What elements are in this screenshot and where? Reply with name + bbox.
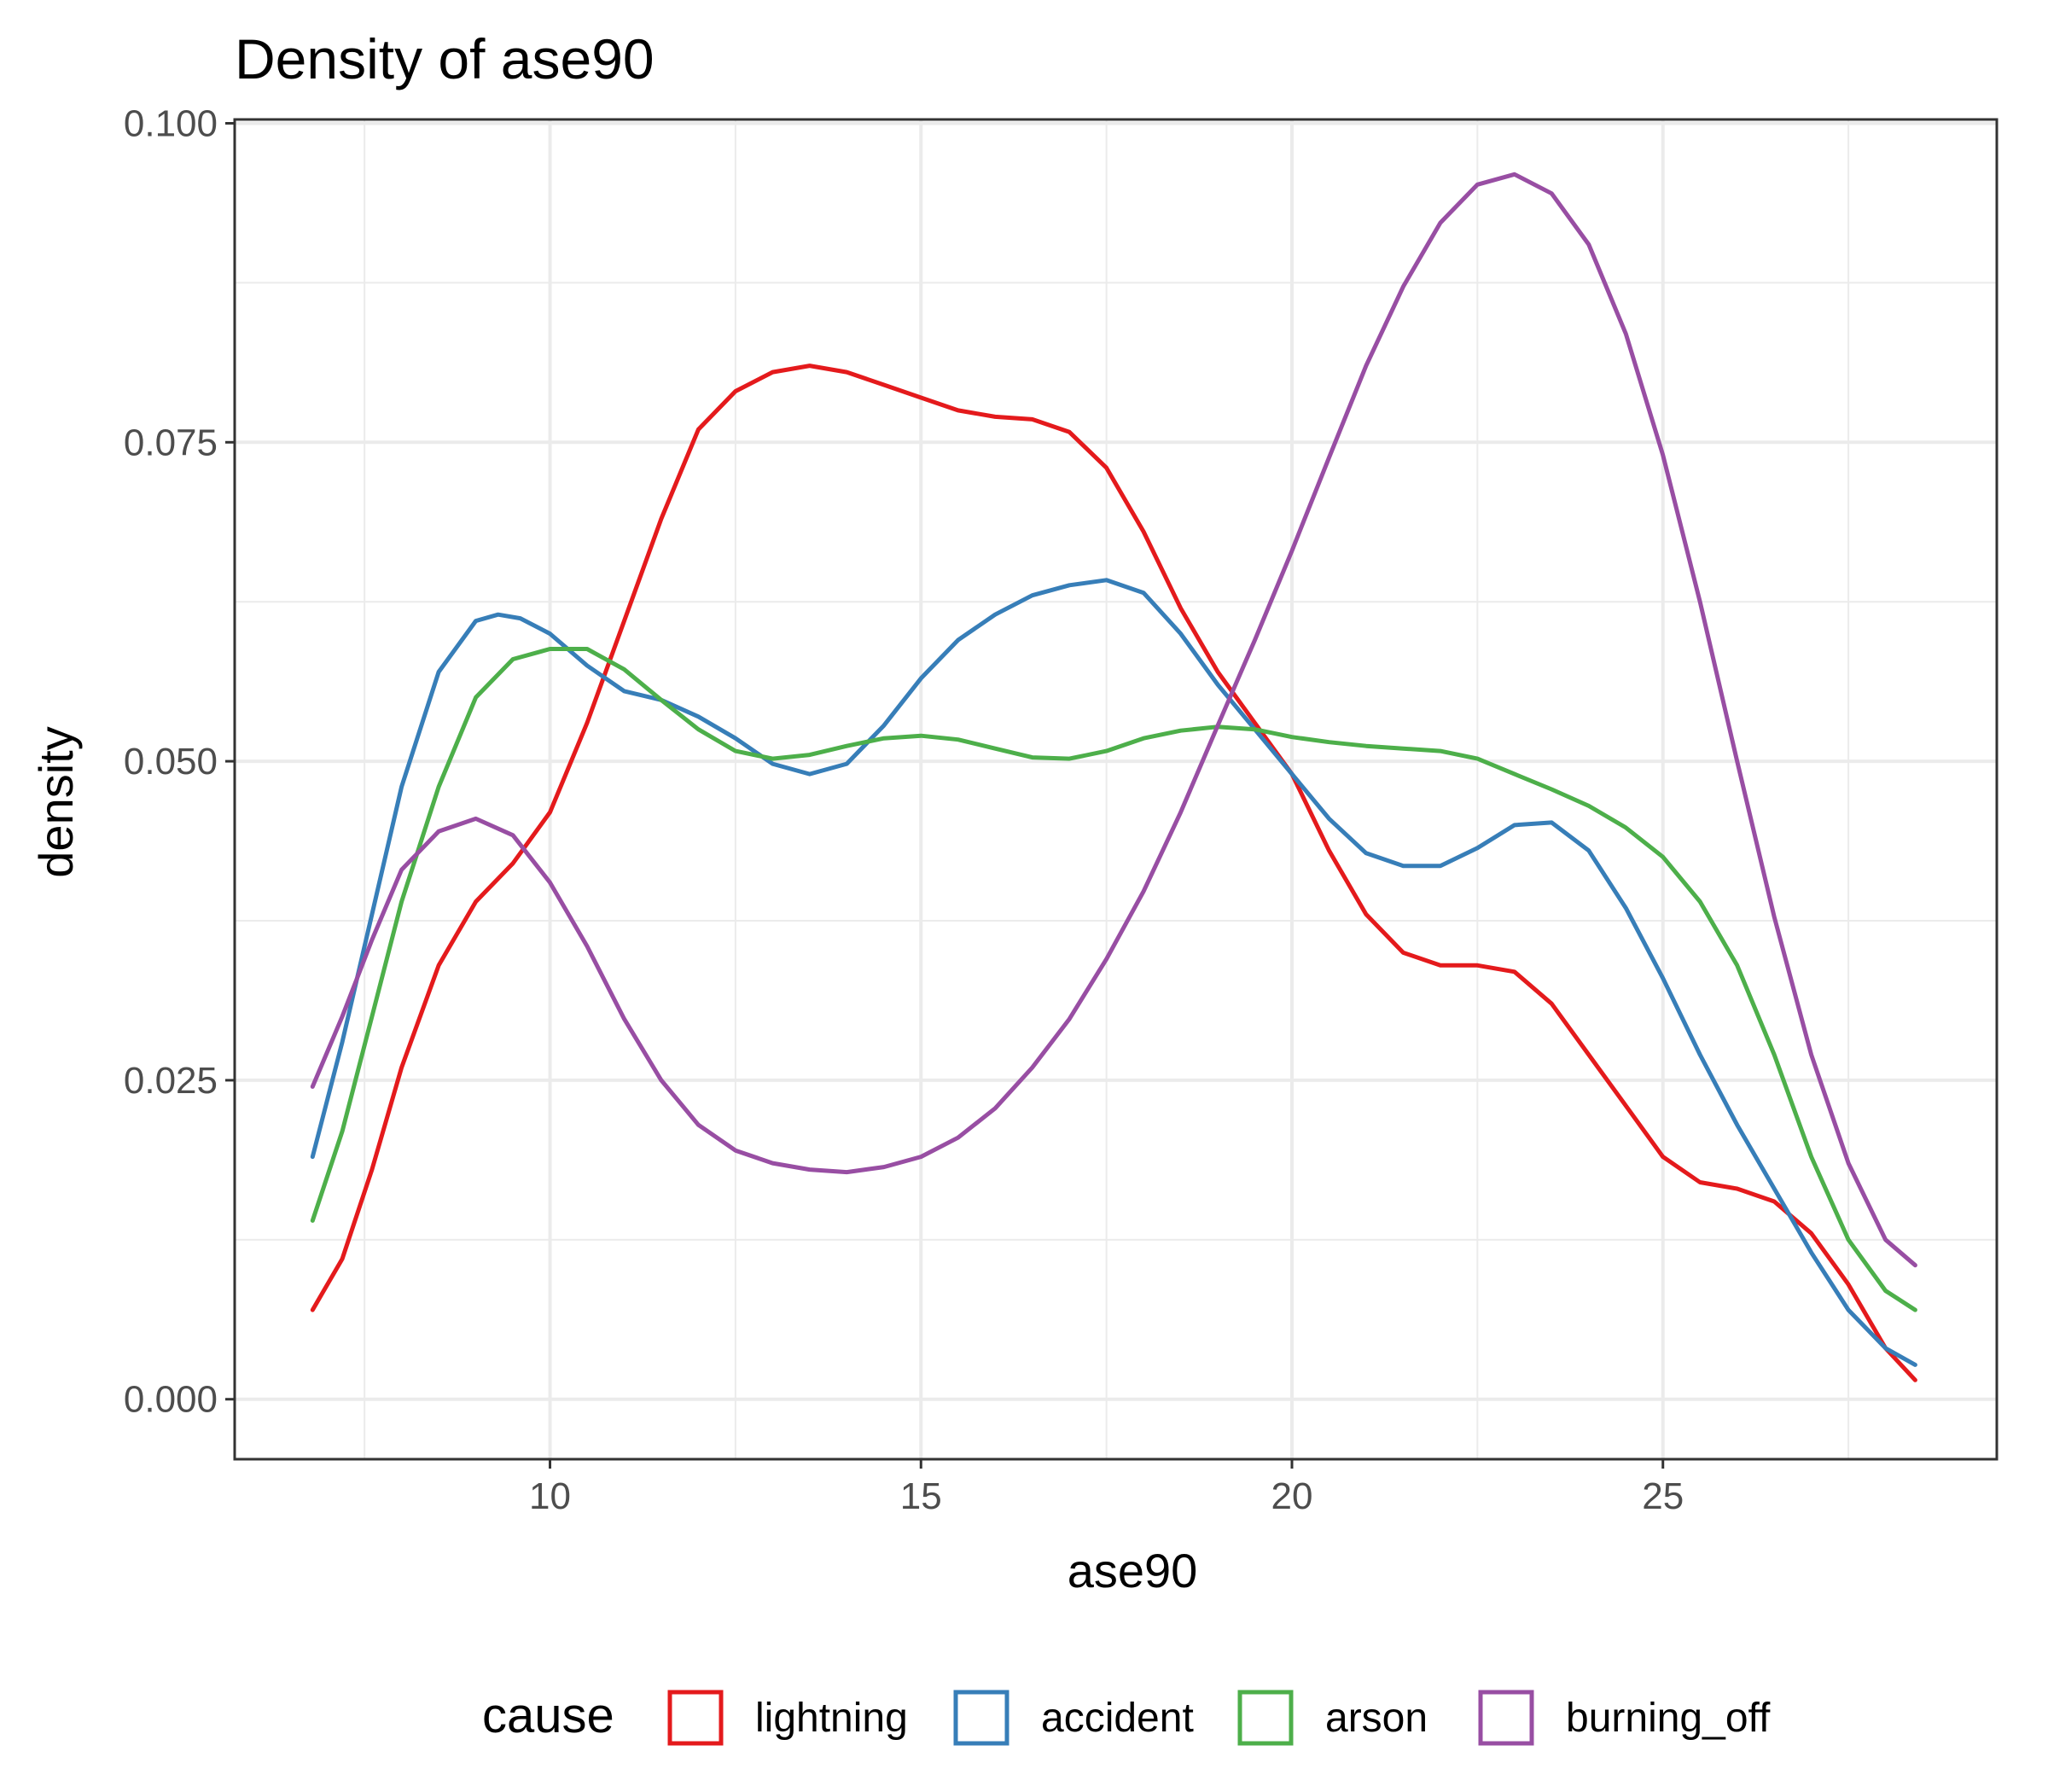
x-tick-label: 25	[1642, 1475, 1684, 1517]
legend-label: lightning	[755, 1696, 908, 1741]
y-tick-label: 0.050	[124, 741, 218, 783]
x-axis-title: ase90	[1068, 1544, 1198, 1597]
y-tick-label: 0.025	[124, 1060, 218, 1102]
series-line-arson	[310, 647, 1917, 1312]
x-tick-label: 20	[1271, 1475, 1313, 1517]
y-axis: 0.000 0.025 0.050 0.075 0.100	[124, 102, 235, 1421]
y-axis-title: density	[29, 726, 83, 877]
major-gridlines	[235, 119, 1997, 1459]
x-tick-label: 15	[900, 1475, 942, 1517]
plot-panel-border	[233, 118, 1999, 1461]
series-line-accident	[310, 578, 1917, 1367]
legend-key-lightning	[667, 1690, 724, 1746]
x-tick-label: 10	[529, 1475, 571, 1517]
y-tick-label: 0.075	[124, 422, 218, 463]
legend: cause lightning accident arson burning_off	[482, 1688, 1771, 1746]
density-curves	[310, 172, 1917, 1382]
legend-label: accident	[1041, 1696, 1194, 1741]
legend-label: arson	[1325, 1696, 1428, 1741]
legend-key-accident	[953, 1690, 1009, 1746]
legend-key-burning-off	[1478, 1690, 1534, 1746]
minor-gridlines	[235, 119, 1997, 1459]
y-tick-label: 0.000	[124, 1379, 218, 1421]
y-tick-label: 0.100	[124, 102, 218, 144]
chart-title: Density of ase90	[235, 27, 655, 90]
x-axis: 10 15 20 25	[529, 1459, 1684, 1517]
series-line-lightning	[310, 364, 1917, 1382]
series-line-burning-off	[310, 172, 1917, 1268]
legend-label: burning_off	[1566, 1696, 1771, 1741]
legend-title: cause	[482, 1688, 614, 1743]
legend-key-arson	[1237, 1690, 1294, 1746]
